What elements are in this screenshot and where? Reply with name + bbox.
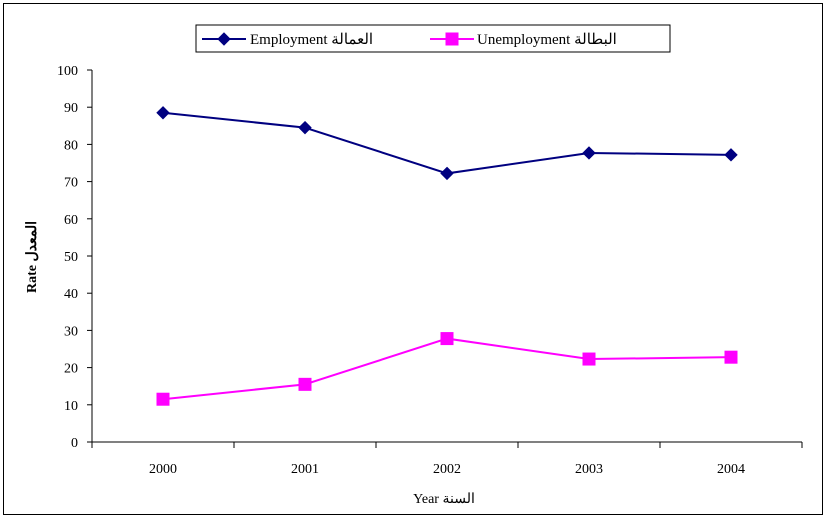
y-tick-label: 60 bbox=[64, 213, 78, 228]
series-unemployment bbox=[156, 332, 738, 406]
y-tick-label: 20 bbox=[64, 362, 78, 377]
y-tick-label: 70 bbox=[64, 176, 78, 191]
data-point bbox=[582, 352, 596, 366]
legend-label: Employment العمالة bbox=[250, 32, 373, 48]
legend-entry-unemployment: Unemployment البطالة bbox=[430, 32, 617, 48]
data-point bbox=[440, 332, 454, 346]
legend-marker bbox=[445, 32, 459, 46]
x-tick-label: 2000 bbox=[149, 462, 177, 477]
legend: Employment العمالة Unemployment البطالة bbox=[195, 24, 671, 53]
series-layer bbox=[156, 106, 738, 406]
y-tick-label: 10 bbox=[64, 399, 78, 414]
x-tick-label: 2003 bbox=[575, 462, 603, 477]
series-employment bbox=[156, 106, 738, 181]
legend-marker bbox=[217, 32, 231, 46]
data-point bbox=[582, 146, 596, 160]
data-point bbox=[298, 120, 312, 135]
data-point bbox=[440, 166, 454, 181]
x-tick-label: 2004 bbox=[717, 462, 745, 477]
series-line bbox=[162, 337, 732, 401]
y-tick-label: 30 bbox=[64, 324, 78, 339]
data-point bbox=[298, 377, 312, 391]
y-tick-label: 90 bbox=[64, 101, 78, 116]
y-tick-label: 80 bbox=[64, 138, 78, 153]
y-tick-label: 100 bbox=[57, 64, 78, 79]
x-tick-label: 2002 bbox=[433, 462, 461, 477]
y-tick-label: 0 bbox=[71, 436, 78, 451]
y-tick-label: 40 bbox=[64, 287, 78, 302]
legend-entry-employment: Employment العمالة bbox=[202, 32, 373, 48]
data-point bbox=[156, 392, 170, 406]
x-tick-label: 2001 bbox=[291, 462, 319, 477]
chart-frame bbox=[3, 3, 823, 515]
y-axis-title: Rate المعدل bbox=[25, 221, 40, 293]
y-tick-label: 50 bbox=[64, 250, 78, 265]
data-point bbox=[156, 106, 170, 120]
data-point bbox=[724, 350, 738, 364]
x-axis-title: Year السنة bbox=[413, 492, 475, 507]
legend-label: Unemployment البطالة bbox=[477, 32, 617, 48]
axes: 0 10 20 30 40 50 60 70 80 90 100 2000 2001 2002 2003 20… bbox=[57, 64, 803, 477]
series-line bbox=[162, 111, 732, 175]
data-point bbox=[724, 148, 738, 162]
